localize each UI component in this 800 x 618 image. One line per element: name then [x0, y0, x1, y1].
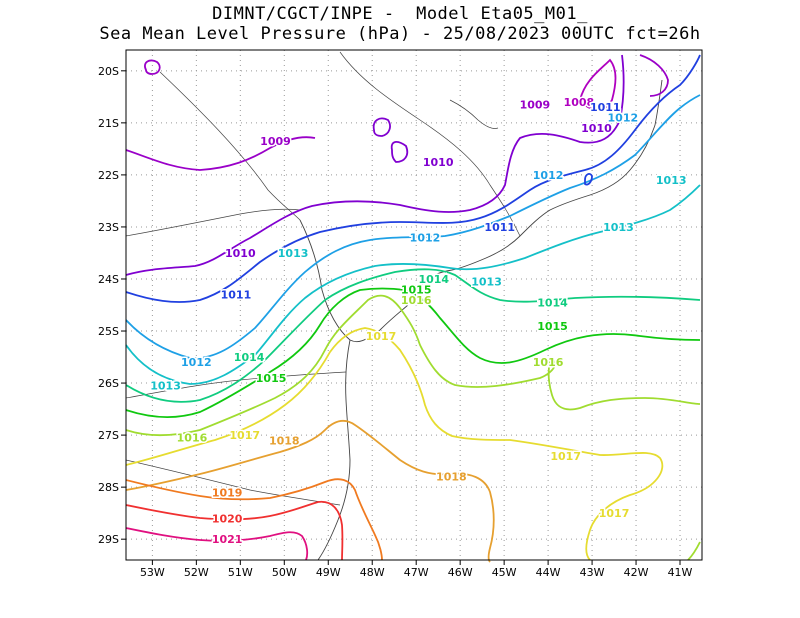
- lon-tick-label: 48W: [360, 566, 385, 579]
- lat-tick-label: 25S: [98, 325, 119, 338]
- lon-tick-label: 46W: [448, 566, 473, 579]
- lat-tick-label: 27S: [98, 429, 119, 442]
- lat-tick-label: 28S: [98, 481, 119, 494]
- isobar-label-1009: 1009: [520, 99, 551, 112]
- lat-tick-label: 26S: [98, 377, 119, 390]
- isobar-label-1021: 1021: [212, 533, 243, 546]
- isobar-label-1016: 1016: [177, 432, 208, 445]
- lon-tick-label: 47W: [404, 566, 429, 579]
- isobar-label-1017: 1017: [229, 429, 260, 442]
- isobar-label-1017: 1017: [366, 330, 397, 343]
- lon-tick-label: 41W: [668, 566, 693, 579]
- lat-tick-label: 21S: [98, 117, 119, 130]
- lon-tick-label: 43W: [580, 566, 605, 579]
- lon-tick-label: 52W: [184, 566, 209, 579]
- isobar-label-1011: 1011: [484, 221, 515, 234]
- isobar-label-1013: 1013: [150, 380, 181, 393]
- lat-tick-label: 22S: [98, 169, 119, 182]
- isobar-label-1018: 1018: [269, 434, 300, 447]
- isobar-label-1011: 1011: [221, 289, 252, 302]
- isobar-label-1010: 1010: [225, 247, 256, 260]
- isobar-label-1016: 1016: [401, 294, 432, 307]
- isobar-label-1012: 1012: [181, 356, 212, 369]
- isobar-label-1010: 1010: [581, 122, 612, 135]
- isobar-label-1010: 1010: [423, 156, 454, 169]
- lat-lon-grid: [126, 50, 702, 560]
- lat-tick-label: 24S: [98, 273, 119, 286]
- coastline-and-borders: [125, 51, 663, 561]
- map-title-line2: Sea Mean Level Pressure (hPa) - 25/08/20…: [99, 24, 701, 44]
- lon-tick-label: 51W: [228, 566, 253, 579]
- isobar-label-1012: 1012: [608, 112, 639, 125]
- isobar-label-1020: 1020: [212, 512, 243, 525]
- contour-labels: 1008100910091010101010101011101110111012…: [149, 95, 688, 548]
- plot-frame: [125, 49, 703, 561]
- lon-tick-label: 50W: [272, 566, 297, 579]
- isobar-label-1012: 1012: [533, 169, 564, 182]
- isobar-label-1016: 1016: [533, 356, 564, 369]
- isobar-label-1014: 1014: [234, 351, 265, 364]
- lat-tick-label: 23S: [98, 221, 119, 234]
- isobar-label-1019: 1019: [212, 486, 243, 499]
- map-title-line1: DIMNT/CGCT/INPE - Model Eta05_M01_: [212, 4, 588, 24]
- isobar-label-1018: 1018: [436, 471, 467, 484]
- isobar-label-1013: 1013: [471, 276, 502, 289]
- isobar-label-1009: 1009: [260, 135, 291, 148]
- isobar-label-1014: 1014: [418, 273, 449, 286]
- axis-ticks: 20S 21S 22S 23S 24S 25S 26S 27S 28S 29S 53W 52W 51W 5…: [98, 65, 693, 579]
- isobar-label-1017: 1017: [599, 507, 630, 520]
- lon-tick-label: 44W: [536, 566, 561, 579]
- isobar-label-1015: 1015: [537, 320, 568, 333]
- lon-tick-label: 49W: [316, 566, 341, 579]
- lat-tick-label: 20S: [98, 65, 119, 78]
- lat-tick-label: 29S: [98, 533, 119, 546]
- lon-tick-label: 53W: [140, 566, 165, 579]
- isobar-label-1015: 1015: [256, 372, 287, 385]
- isobar-label-1017: 1017: [550, 450, 581, 463]
- isobar-label-1012: 1012: [410, 231, 441, 244]
- isobar-label-1008: 1008: [564, 96, 595, 109]
- isobar-label-1013: 1013: [278, 247, 309, 260]
- isobar-label-1013: 1013: [603, 221, 634, 234]
- isobar-label-1011: 1011: [590, 101, 621, 114]
- lon-tick-label: 42W: [624, 566, 649, 579]
- isobar-lines: [125, 54, 701, 563]
- lon-tick-label: 45W: [492, 566, 517, 579]
- isobar-label-1013: 1013: [656, 174, 687, 187]
- isobar-label-1015: 1015: [401, 283, 432, 296]
- isobar-label-1014: 1014: [537, 296, 568, 309]
